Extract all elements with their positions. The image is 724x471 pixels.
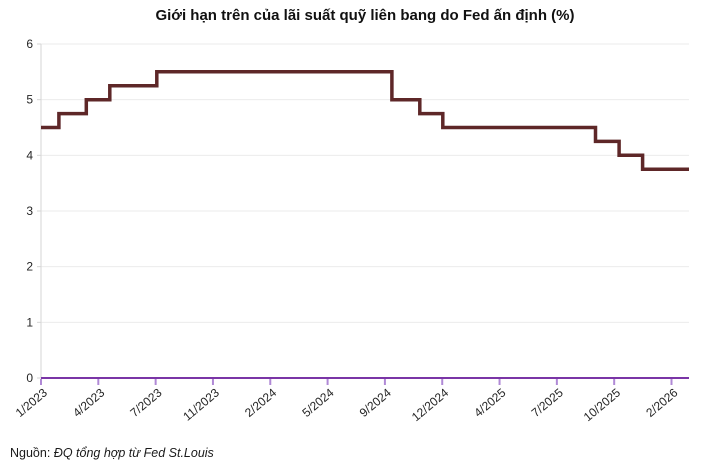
x-axis-label: 7/2023	[127, 385, 164, 420]
y-axis-label: 1	[26, 315, 33, 329]
source-text: ĐQ tổng hợp từ Fed St.Louis	[53, 446, 214, 460]
rate-step-line	[41, 70, 689, 172]
x-axis-label: 4/2023	[70, 385, 107, 420]
y-axis-label: 4	[26, 148, 33, 162]
y-axis-label: 3	[26, 204, 33, 218]
x-axis-label: 9/2024	[357, 385, 394, 420]
x-axis-label: 5/2024	[299, 385, 336, 420]
y-axis-label: 0	[26, 371, 33, 385]
x-axis-label: 2/2024	[242, 385, 279, 420]
x-axis-label: 12/2024	[409, 385, 451, 424]
x-axis-label: 11/2023	[180, 385, 222, 423]
y-axis-label: 2	[26, 260, 33, 274]
y-axis-label: 6	[26, 37, 33, 51]
source-note: Nguồn: ĐQ tổng hợp từ Fed St.Louis	[10, 446, 214, 460]
x-axis-label: 7/2025	[529, 385, 566, 420]
x-axis-label: 4/2025	[471, 385, 508, 420]
x-axis-label: 1/2023	[13, 385, 50, 420]
x-axis-label: 2/2026	[643, 385, 680, 420]
y-axis-label: 5	[26, 93, 33, 107]
fed-rate-step-chart: 0 1 2 3 4 5 6 1/2023 4/2023 7/2023 11/2023 2/2024 5/…	[13, 37, 689, 424]
source-prefix-label: Nguồn:	[10, 446, 51, 460]
x-axis-label: 10/2025	[581, 385, 623, 424]
chart-title: Giới hạn trên của lãi suất quỹ liên bang…	[155, 7, 575, 24]
